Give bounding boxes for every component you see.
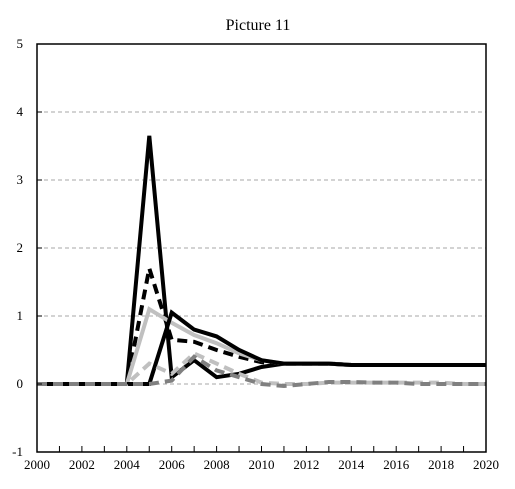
x-tick-label: 2014	[338, 457, 365, 472]
y-tick-label: 2	[17, 240, 24, 255]
series-line-3	[37, 306, 486, 386]
x-tick-label: 2016	[383, 457, 410, 472]
x-tick-label: 2020	[473, 457, 499, 472]
x-tick-label: 2008	[204, 457, 230, 472]
gridlines	[37, 111, 486, 385]
x-tick-label: 2002	[69, 457, 95, 472]
x-axis: 2000 2002 2004 2006 2008 2010 2012 2014 2016 2018…	[24, 446, 499, 472]
y-tick-label: 3	[17, 172, 24, 187]
chart-title: Picture 11	[226, 17, 291, 34]
x-tick-label: 2018	[428, 457, 454, 472]
series-line-1	[37, 135, 486, 386]
x-tick-label: 2006	[159, 457, 186, 472]
x-tick-label: 2012	[293, 457, 319, 472]
series-line-4	[37, 309, 486, 386]
y-tick-label: 0	[17, 376, 24, 391]
y-tick-label: 1	[17, 308, 24, 323]
y-axis: -1 0 1 2 3 4 5	[12, 36, 42, 459]
x-tick-label: 2010	[249, 457, 275, 472]
series-line-6	[37, 354, 486, 389]
x-tick-label: 2000	[24, 457, 50, 472]
y-tick-label: 5	[17, 36, 24, 51]
x-tick-label: 2004	[114, 457, 141, 472]
y-tick-label: 4	[17, 104, 24, 119]
y-tick-label: -1	[12, 444, 23, 459]
series-group	[37, 135, 486, 389]
